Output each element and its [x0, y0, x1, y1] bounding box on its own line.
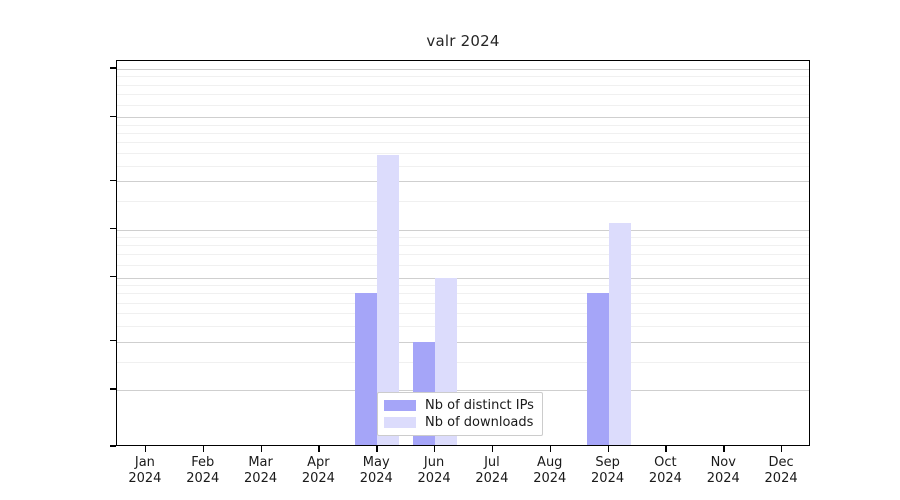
x-axis-tick-label: Sep 2024 [568, 455, 648, 487]
x-axis-tick-label: Nov 2024 [683, 455, 763, 487]
gridline-major [117, 69, 809, 70]
gridline-minor [117, 313, 809, 315]
gridline-minor [117, 76, 809, 78]
gridline-minor [117, 104, 809, 106]
gridline-major [117, 181, 809, 183]
x-axis-tick-month: Oct [654, 455, 677, 470]
x-axis-tick-label: Apr 2024 [278, 455, 358, 487]
legend-item[interactable]: Nb of downloads [384, 414, 534, 431]
x-axis-tick-mark [144, 446, 147, 452]
bar [355, 293, 378, 445]
y-axis-tick-mark [110, 67, 116, 69]
y-axis-tick-mark [110, 276, 116, 278]
x-axis-tick-mark [376, 446, 378, 452]
x-axis-tick-month: Jan [134, 455, 155, 470]
x-axis-tick-year: 2024 [417, 471, 451, 486]
x-axis-tick-year: 2024 [706, 471, 740, 486]
gridline-minor [117, 254, 809, 256]
gridline-minor [117, 152, 809, 154]
chart-legend: Nb of distinct IPs Nb of downloads [377, 392, 543, 436]
x-axis-tick-mark [318, 446, 320, 452]
x-axis-tick-label: Aug 2024 [510, 455, 590, 487]
x-axis-tick-year: 2024 [533, 471, 567, 486]
x-axis-tick-label: Jan 2024 [105, 455, 185, 487]
gridline-major [117, 229, 809, 231]
x-axis-tick-year: 2024 [591, 471, 625, 486]
x-axis-tick-label: Oct 2024 [625, 455, 705, 487]
gridline-major [117, 277, 809, 279]
bar [586, 293, 609, 445]
y-axis-tick-mark [110, 227, 116, 230]
gridline-minor [117, 93, 809, 95]
x-axis-tick-mark [607, 446, 609, 452]
legend-swatch [384, 400, 416, 411]
x-axis-tick-year: 2024 [301, 471, 335, 486]
x-axis-tick-year: 2024 [475, 471, 509, 486]
x-axis-tick-month: Jun [423, 455, 445, 470]
gridline-minor [117, 326, 809, 328]
x-axis-tick-mark [723, 446, 725, 452]
gridline-minor [117, 265, 809, 267]
gridline-minor [117, 165, 809, 167]
gridline-major [117, 117, 809, 119]
legend-label: Nb of distinct IPs [425, 398, 534, 413]
gridline-minor [117, 302, 809, 304]
chart-title: valr 2024 [426, 32, 500, 50]
legend-item[interactable]: Nb of distinct IPs [384, 397, 534, 414]
x-axis-tick-label: Jul 2024 [452, 455, 532, 487]
x-axis-tick-label: Mar 2024 [221, 455, 301, 487]
y-axis-tick-mark [110, 179, 116, 181]
x-axis-tick-month: Sep [595, 455, 620, 470]
x-axis-tick-label: Dec 2024 [741, 455, 821, 487]
gridline-minor [117, 293, 809, 295]
x-axis-tick-mark [549, 446, 552, 452]
gridline-minor [117, 124, 809, 126]
gridline-minor [117, 285, 809, 287]
x-axis-tick-year: 2024 [186, 471, 220, 486]
x-axis-tick-year: 2024 [244, 471, 278, 486]
bar [608, 222, 631, 445]
x-axis-tick-mark [665, 446, 667, 452]
x-axis-tick-month: May [362, 455, 390, 470]
x-axis-tick-mark [491, 446, 494, 452]
x-axis-tick-month: Apr [307, 455, 330, 470]
gridline-minor [117, 132, 809, 134]
x-axis-tick-mark [202, 446, 205, 452]
x-axis-tick-mark [260, 446, 262, 452]
y-axis-tick-mark [110, 340, 116, 342]
gridline-minor [117, 245, 809, 247]
x-axis-tick-mark [434, 446, 436, 452]
x-axis-tick-label: Jun 2024 [394, 455, 474, 487]
x-axis-tick-label: May 2024 [336, 455, 416, 487]
x-axis-tick-year: 2024 [648, 471, 682, 486]
x-axis-tick-mark [781, 446, 783, 452]
x-axis-tick-month: Dec [768, 455, 794, 470]
bar [377, 155, 400, 445]
x-axis-tick-month: Aug [537, 455, 563, 470]
y-axis-tick-mark [110, 115, 116, 117]
x-axis-tick-month: Feb [191, 455, 215, 470]
gridline-minor [117, 142, 809, 144]
x-axis-tick-month: Mar [248, 455, 273, 470]
x-axis-tick-month: Nov [710, 455, 736, 470]
x-axis-tick-month: Jul [484, 455, 500, 470]
x-axis-tick-year: 2024 [359, 471, 393, 486]
y-axis-tick-mark [110, 445, 116, 447]
gridline-minor [117, 84, 809, 86]
gridline-minor [117, 201, 809, 203]
x-axis-tick-year: 2024 [764, 471, 798, 486]
x-axis-tick-year: 2024 [128, 471, 162, 486]
gridline-minor [117, 236, 809, 238]
y-axis-tick-mark [110, 388, 116, 390]
gridline-major [117, 341, 809, 343]
legend-swatch [384, 417, 416, 428]
gridline-major [117, 390, 809, 391]
x-axis-tick-label: Feb 2024 [163, 455, 243, 487]
gridline-minor [117, 361, 809, 363]
plot-area [116, 60, 810, 446]
legend-label: Nb of downloads [425, 415, 534, 430]
